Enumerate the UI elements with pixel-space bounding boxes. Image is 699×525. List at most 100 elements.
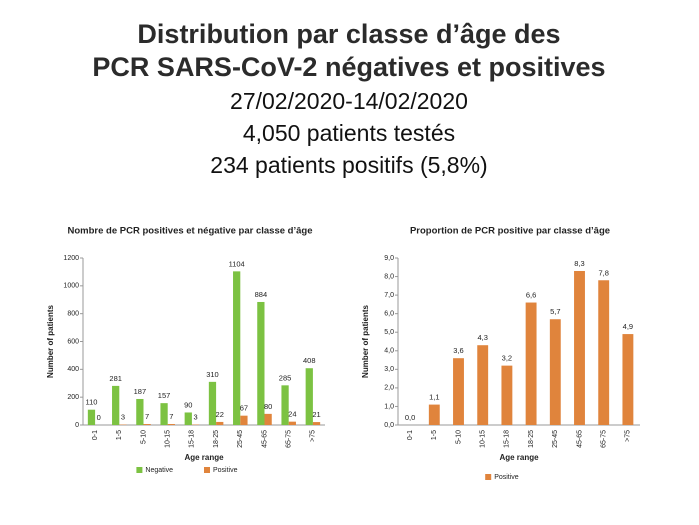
- value-label: 310: [206, 370, 219, 379]
- value-label: 8,3: [574, 259, 584, 268]
- x-tick-label: 25-45: [552, 430, 559, 448]
- bar: [167, 424, 175, 425]
- header-line: PCR SARS-CoV-2 négatives et positives: [92, 52, 605, 82]
- y-tick-label: 400: [67, 366, 79, 373]
- bar: [216, 421, 224, 425]
- value-label: 187: [134, 387, 147, 396]
- y-tick-label: 200: [67, 394, 79, 401]
- value-label: 67: [240, 404, 248, 413]
- header-line: 4,050 patients testés: [243, 120, 455, 146]
- x-axis-label: Age range: [499, 453, 539, 462]
- x-tick-label: >75: [310, 430, 317, 442]
- bar: [501, 365, 513, 425]
- x-tick-label: 25-45: [237, 430, 244, 448]
- value-label: 0: [97, 413, 101, 422]
- value-label: 6,6: [526, 291, 536, 300]
- value-label: 1,1: [429, 393, 439, 402]
- y-tick-label: 4,0: [384, 348, 394, 355]
- x-tick-label: 15-18: [504, 430, 511, 448]
- value-label: 884: [255, 290, 268, 299]
- bar: [112, 385, 120, 425]
- legend-label: Negative: [145, 467, 173, 474]
- value-label: 0,0: [405, 413, 415, 422]
- x-tick-label: 1-5: [116, 430, 123, 440]
- value-label: 3: [121, 413, 125, 422]
- bar: [598, 280, 610, 425]
- y-tick-label: 1000: [63, 283, 79, 290]
- legend-swatch: [136, 467, 143, 473]
- y-axis-label: Number of patients: [46, 305, 55, 378]
- legend-swatch: [204, 467, 210, 473]
- bar: [305, 368, 313, 425]
- x-tick-label: 65-75: [601, 430, 608, 448]
- value-label: 7: [169, 412, 173, 421]
- bar: [549, 319, 561, 425]
- y-tick-label: 2,0: [384, 385, 394, 392]
- legend-label: Positive: [494, 474, 519, 481]
- value-label: 157: [158, 391, 171, 400]
- bar: [525, 302, 537, 425]
- y-tick-label: 0,0: [384, 422, 394, 429]
- value-label: 1104: [229, 259, 245, 268]
- value-label: 281: [109, 374, 122, 383]
- value-label: 7: [145, 412, 149, 421]
- bar: [281, 385, 289, 425]
- header-line: 27/02/2020-14/02/2020: [230, 88, 468, 114]
- value-label: 4,3: [477, 333, 487, 342]
- bar: [160, 403, 168, 425]
- value-label: 80: [264, 402, 272, 411]
- y-tick-label: 7,0: [384, 292, 394, 299]
- bar: [208, 381, 217, 425]
- x-tick-label: 0-1: [407, 430, 414, 440]
- value-label: 4,9: [623, 322, 633, 331]
- bar: [477, 345, 489, 425]
- y-tick-label: 5,0: [384, 329, 394, 336]
- x-axis-label: Age range: [184, 453, 224, 462]
- x-tick-label: 10-15: [480, 430, 487, 448]
- value-label: 90: [184, 400, 192, 409]
- bar: [233, 271, 241, 425]
- x-tick-label: 10-15: [165, 430, 172, 448]
- bar: [136, 398, 144, 425]
- y-tick-label: 0: [75, 422, 79, 429]
- x-tick-label: 5-10: [455, 430, 462, 444]
- bar: [453, 358, 464, 425]
- y-axis-label: Number of patients: [361, 305, 370, 378]
- value-label: 3: [193, 413, 197, 422]
- value-label: 285: [279, 373, 292, 382]
- x-tick-label: 1-5: [431, 430, 438, 440]
- value-label: 22: [216, 410, 224, 419]
- bar: [87, 409, 96, 425]
- y-tick-label: 800: [67, 311, 79, 318]
- bar: [143, 424, 151, 425]
- value-label: 3,2: [502, 354, 512, 363]
- bar: [312, 422, 321, 425]
- value-label: 21: [312, 410, 320, 419]
- header-line: Distribution par classe d’âge des: [137, 19, 560, 49]
- value-label: 7,8: [598, 268, 608, 277]
- x-tick-label: 5-10: [140, 430, 147, 444]
- bar: [184, 412, 192, 425]
- bar: [574, 270, 585, 425]
- value-label: 5,7: [550, 307, 560, 316]
- legend-label: Positive: [213, 467, 238, 474]
- x-tick-label: >75: [625, 430, 632, 442]
- chart-title: Proportion de PCR positive par classe d’…: [410, 226, 610, 237]
- header-line: 234 patients positifs (5,8%): [210, 152, 487, 178]
- bar: [257, 301, 265, 425]
- y-tick-label: 3,0: [384, 366, 394, 373]
- y-tick-label: 600: [67, 338, 79, 345]
- x-tick-label: 15-18: [189, 430, 196, 448]
- value-label: 110: [85, 398, 97, 407]
- value-label: 24: [288, 410, 296, 419]
- y-tick-label: 1200: [63, 255, 79, 262]
- y-tick-label: 1,0: [384, 403, 394, 410]
- value-label: 3,6: [453, 346, 463, 355]
- value-label: 408: [303, 356, 316, 365]
- bar: [288, 421, 296, 425]
- bar: [428, 404, 440, 425]
- y-tick-label: 6,0: [384, 311, 394, 318]
- x-tick-label: 45-65: [261, 430, 268, 448]
- x-tick-label: 65-75: [286, 430, 293, 448]
- bar: [240, 415, 248, 425]
